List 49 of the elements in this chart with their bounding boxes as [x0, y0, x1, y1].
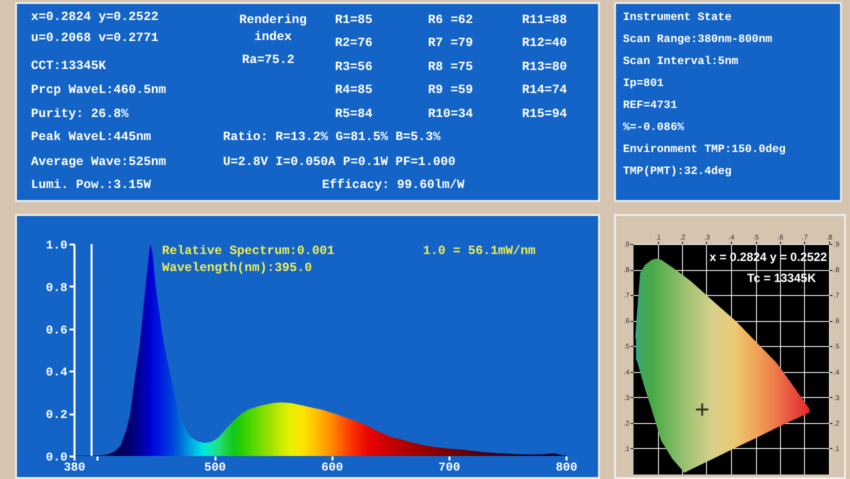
y-tick-label: 0.8: [46, 280, 68, 295]
text: Efficacy: 99.60lm/W: [322, 178, 466, 192]
text: x=0.2824 y=0.2522: [31, 10, 159, 24]
text: R6 =62: [428, 13, 474, 27]
text: Scan Interval:5nm: [623, 55, 738, 68]
y-tick-label: 1.0: [46, 238, 68, 252]
text: Peak WaveL:445nm: [31, 130, 152, 144]
text: Lumi. Pow.:3.15W: [31, 178, 152, 192]
text: R9 =59: [428, 83, 474, 97]
text: R3=56: [335, 60, 373, 74]
x-tick-label: 700: [438, 460, 460, 474]
text: R4=85: [335, 83, 373, 97]
text: R2=76: [335, 36, 373, 50]
text: R13=80: [522, 60, 568, 74]
text: R12=40: [522, 36, 568, 50]
y-tick-label: 0.2: [46, 408, 68, 422]
text: Scan Range:380nm-800nm: [623, 34, 772, 46]
text: REF=4731: [623, 100, 678, 112]
y-tick-label: 0.4: [46, 366, 68, 380]
x-tick-label: 600: [321, 460, 344, 474]
text: R14=74: [522, 83, 568, 97]
text: CCT:13345K: [31, 59, 107, 73]
text: u=0.2068 v=0.2771: [31, 31, 159, 45]
text: R8 =75: [428, 60, 474, 74]
annotation: 1.0 = 56.1mW/nm: [423, 244, 536, 258]
text: %=-0.086%: [623, 122, 684, 134]
text: R10=34: [428, 107, 474, 121]
text: R7 =79: [428, 36, 474, 50]
x-tick-label: 800: [556, 460, 578, 474]
text: R11=88: [522, 13, 568, 27]
text: Average Wave:525nm: [31, 155, 167, 169]
text: Ratio: R=13.2% G=81.5% B=5.3%: [223, 130, 442, 144]
text: Ra=75.2: [242, 53, 295, 67]
text: Purity: 26.8%: [31, 107, 130, 121]
text: Ip=801: [623, 78, 664, 90]
annotation: Relative Spectrum:0.001: [162, 244, 335, 258]
annotation: Wavelength(nm):395.0: [162, 261, 312, 275]
text: Prcp WaveL:460.5nm: [31, 83, 167, 97]
text: U=2.8V I=0.050A P=0.1W PF=1.000: [223, 155, 456, 169]
x-tick-label: 500: [204, 460, 226, 474]
text: Rendering index: [239, 13, 307, 44]
text: Instrument State: [623, 12, 732, 24]
text: R15=94: [522, 107, 568, 121]
text: Environment TMP:150.0deg: [623, 143, 786, 156]
x-tick-label: 380: [64, 460, 86, 474]
text: R1=85: [335, 13, 373, 27]
text: TMP(PMT):32.4deg: [623, 165, 732, 178]
y-tick-label: 0.6: [46, 323, 68, 338]
text: R5=84: [335, 107, 374, 121]
